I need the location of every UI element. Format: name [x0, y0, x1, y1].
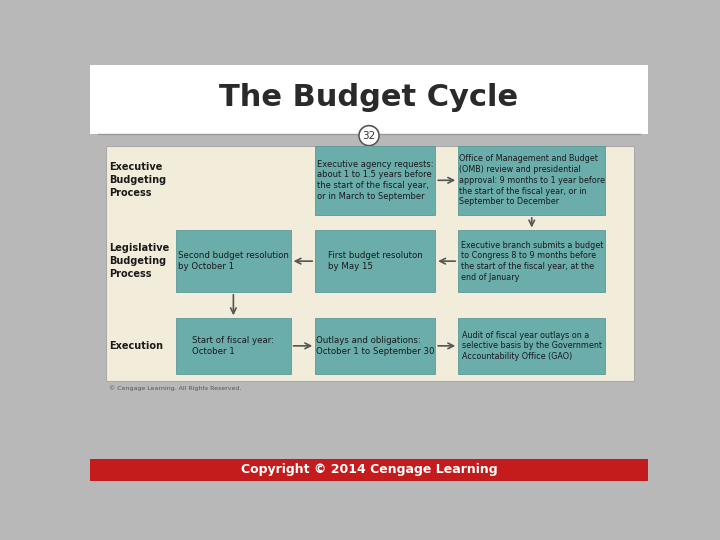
Text: Executive
Budgeting
Process: Executive Budgeting Process	[109, 162, 166, 199]
FancyBboxPatch shape	[315, 318, 436, 374]
FancyBboxPatch shape	[90, 459, 648, 481]
FancyBboxPatch shape	[90, 65, 648, 134]
Text: The Budget Cycle: The Budget Cycle	[220, 83, 518, 112]
Text: Audit of fiscal year outlays on a
selective basis by the Government
Accountabili: Audit of fiscal year outlays on a select…	[462, 330, 602, 361]
Text: Second budget resolution
by October 1: Second budget resolution by October 1	[178, 251, 289, 271]
Text: Executive branch submits a budget
to Congress 8 to 9 months before
the start of : Executive branch submits a budget to Con…	[461, 240, 603, 282]
Text: © Cengage Learning. All Rights Reserved.: © Cengage Learning. All Rights Reserved.	[109, 386, 242, 391]
Text: Executive agency requests:
about 1 to 1.5 years before
the start of the fiscal y: Executive agency requests: about 1 to 1.…	[317, 160, 433, 201]
Text: Start of fiscal year:
October 1: Start of fiscal year: October 1	[192, 336, 274, 356]
FancyBboxPatch shape	[315, 146, 436, 215]
FancyBboxPatch shape	[458, 318, 606, 374]
FancyBboxPatch shape	[458, 146, 606, 215]
Text: Office of Management and Budget
(OMB) review and presidential
approval: 9 months: Office of Management and Budget (OMB) re…	[459, 154, 605, 206]
Text: Legislative
Budgeting
Process: Legislative Budgeting Process	[109, 243, 170, 279]
FancyBboxPatch shape	[458, 231, 606, 292]
FancyBboxPatch shape	[315, 231, 436, 292]
Text: Outlays and obligations:
October 1 to September 30: Outlays and obligations: October 1 to Se…	[316, 336, 434, 356]
Text: Copyright © 2014 Cengage Learning: Copyright © 2014 Cengage Learning	[240, 463, 498, 476]
Text: 32: 32	[362, 131, 376, 140]
Text: Execution: Execution	[109, 341, 163, 351]
FancyBboxPatch shape	[176, 318, 291, 374]
Text: First budget resoluton
by May 15: First budget resoluton by May 15	[328, 251, 423, 271]
FancyBboxPatch shape	[106, 146, 634, 381]
Circle shape	[359, 126, 379, 146]
FancyBboxPatch shape	[176, 231, 291, 292]
